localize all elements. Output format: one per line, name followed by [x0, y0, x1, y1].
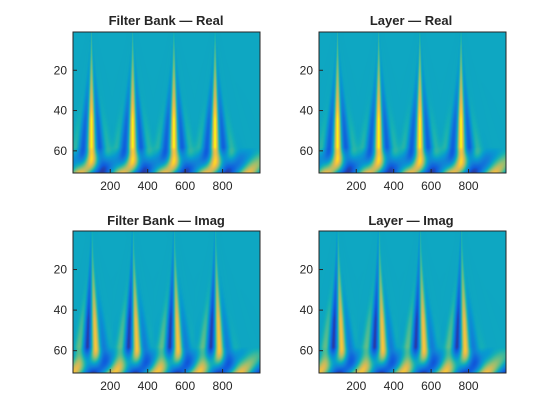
ticks: 200 400 600 800 20 40 60 [300, 63, 479, 193]
y-tick-label: 20 [54, 63, 68, 77]
x-tick-label: 800 [213, 379, 233, 393]
panel-filter-bank-imag: Filter Bank — Imag 200 400 600 800 20 40 60 [54, 213, 261, 393]
x-tick-label: 200 [100, 179, 120, 193]
heatmap-image [319, 32, 506, 173]
heatmap-image [73, 32, 260, 173]
panel-layer-real: Layer — Real 200 400 600 800 20 40 60 [300, 13, 507, 193]
ticks: 200 400 600 800 20 40 60 [54, 263, 233, 393]
heatmap-image [319, 231, 506, 373]
x-tick-label: 600 [175, 179, 195, 193]
panel-filter-bank-real: Filter Bank — Real 200 400 600 800 20 40 60 [54, 13, 261, 193]
x-tick-label: 200 [346, 179, 366, 193]
y-tick-label: 40 [54, 104, 68, 118]
y-tick-label: 40 [54, 303, 68, 317]
x-tick-label: 400 [138, 379, 158, 393]
panel-title: Layer — Real [370, 13, 452, 28]
y-tick-label: 60 [300, 144, 314, 158]
x-tick-label: 400 [384, 179, 404, 193]
x-tick-label: 600 [175, 379, 195, 393]
x-tick-label: 800 [459, 179, 479, 193]
x-tick-label: 800 [213, 179, 233, 193]
ticks: 200 400 600 800 20 40 60 [300, 263, 479, 393]
y-tick-label: 40 [300, 303, 314, 317]
x-tick-label: 200 [100, 379, 120, 393]
panel-title: Filter Bank — Imag [107, 213, 225, 228]
y-tick-label: 40 [300, 104, 314, 118]
panel-title: Filter Bank — Real [109, 13, 224, 28]
y-tick-label: 20 [54, 263, 68, 277]
axes-box [318, 31, 507, 174]
y-tick-label: 60 [54, 144, 68, 158]
ticks: 200 400 600 800 20 40 60 [54, 63, 233, 193]
x-tick-label: 200 [346, 379, 366, 393]
y-tick-label: 60 [54, 344, 68, 358]
x-tick-label: 800 [459, 379, 479, 393]
x-tick-label: 600 [421, 379, 441, 393]
y-tick-label: 60 [300, 344, 314, 358]
panel-title: Layer — Imag [368, 213, 453, 228]
heatmap-image [73, 231, 260, 373]
x-tick-label: 400 [138, 179, 158, 193]
x-tick-label: 600 [421, 179, 441, 193]
axes-box [72, 31, 261, 174]
axes-box [318, 230, 507, 374]
panel-layer-imag: Layer — Imag 200 400 600 800 20 40 60 [300, 213, 507, 393]
y-tick-label: 20 [300, 63, 314, 77]
axes-box [72, 230, 261, 374]
y-tick-label: 20 [300, 263, 314, 277]
x-tick-label: 400 [384, 379, 404, 393]
